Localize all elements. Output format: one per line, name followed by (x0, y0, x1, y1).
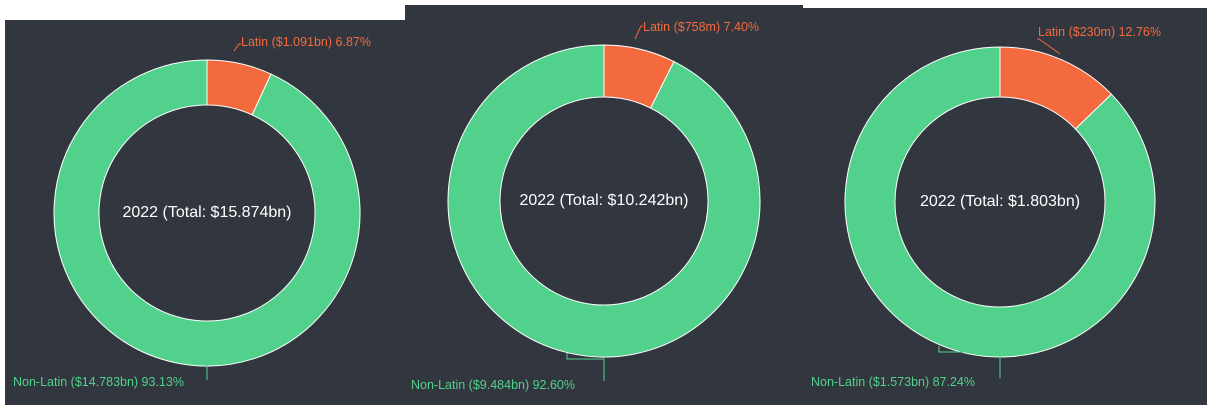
donut-chart-3: 2022 (Total: $1.803bn) Latin ($230m) 12.… (811, 25, 1161, 389)
non-latin-slice (447, 44, 761, 358)
latin-leader-line (233, 43, 241, 52)
non-latin-leader-line (171, 352, 208, 380)
donut-center-label: 2022 (Total: $1.803bn) (920, 193, 1080, 210)
non-latin-slice (844, 46, 1156, 358)
donut-chart-panel-3: 2022 (Total: $1.803bn) Latin ($230m) 12.… (803, 8, 1207, 405)
non-latin-leader-line (566, 353, 605, 381)
latin-slice-label: Latin ($758m) 7.40% (643, 20, 759, 34)
latin-leader-line (1037, 38, 1061, 55)
donut-center-label: 2022 (Total: $15.874bn) (122, 204, 291, 221)
donut-chart-2: 2022 (Total: $10.242bn) Latin ($758m) 7.… (411, 20, 761, 392)
latin-slice-label: Latin ($230m) 12.76% (1038, 25, 1161, 39)
non-latin-slice-label: Non-Latin ($9.484bn) 92.60% (411, 378, 575, 392)
non-latin-slice-label: Non-Latin ($1.573bn) 87.24% (811, 375, 975, 389)
non-latin-slice-label: Non-Latin ($14.783bn) 93.13% (13, 375, 184, 389)
donut-chart-panel-2: 2022 (Total: $10.242bn) Latin ($758m) 7.… (405, 5, 803, 405)
donut-center-label: 2022 (Total: $10.242bn) (519, 192, 688, 209)
latin-slice-label: Latin ($1.091bn) 6.87% (241, 35, 371, 49)
donut-chart-panel-1: 2022 (Total: $15.874bn) Latin ($1.091bn)… (5, 20, 405, 405)
donut-slices (844, 46, 1156, 358)
non-latin-leader-line (938, 346, 1001, 378)
non-latin-slice (53, 59, 361, 367)
latin-leader-line (634, 25, 643, 40)
donut-slices (447, 44, 761, 358)
donut-chart-1: 2022 (Total: $15.874bn) Latin ($1.091bn)… (13, 35, 371, 389)
donut-slices (53, 59, 361, 367)
